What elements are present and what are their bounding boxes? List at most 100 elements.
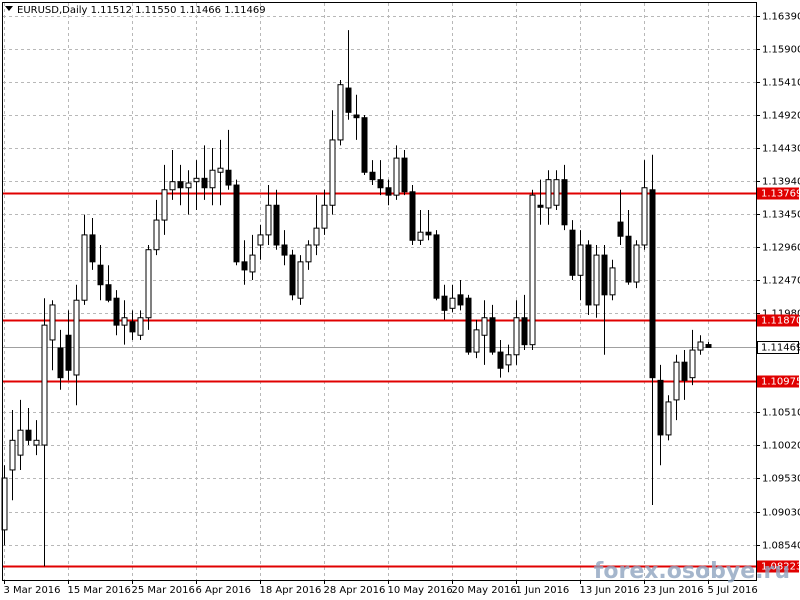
candle-body xyxy=(153,219,160,251)
level-label: 1.08223 xyxy=(761,562,800,573)
candle-body xyxy=(353,114,360,119)
candle-body xyxy=(377,179,384,189)
candle-body xyxy=(681,361,688,381)
y-tick-label: 1.10510 xyxy=(762,408,800,419)
candle-body xyxy=(65,334,72,371)
x-tick-label: 3 Mar 2016 xyxy=(4,585,61,596)
candle-body xyxy=(577,244,584,276)
candle-body xyxy=(57,347,64,379)
candle-body xyxy=(561,179,568,226)
candle-body xyxy=(105,284,112,301)
y-tick-label: 1.08540 xyxy=(762,541,800,552)
candle-body xyxy=(465,297,472,353)
candle-body xyxy=(521,317,528,346)
y-tick-label: 1.15410 xyxy=(762,78,800,89)
candle-body xyxy=(529,194,536,346)
candle-body xyxy=(273,204,280,246)
candle-body xyxy=(425,231,432,236)
candle-body xyxy=(89,234,96,263)
y-tick-label: 1.12960 xyxy=(762,243,800,254)
x-tick-label: 5 Jul 2016 xyxy=(708,585,758,596)
candle-body xyxy=(505,354,512,366)
x-tick-label: 25 Mar 2016 xyxy=(132,585,195,596)
candle-body xyxy=(609,267,616,296)
candle-body xyxy=(265,204,272,236)
candle-body xyxy=(497,351,504,369)
y-tick-label: 1.14920 xyxy=(762,111,800,122)
y-tick-label: 1.11980 xyxy=(762,309,800,320)
candle-body xyxy=(233,184,240,263)
candle-body xyxy=(97,264,104,286)
x-tick-label: 13 Jun 2016 xyxy=(580,585,640,596)
y-tick-label: 1.13940 xyxy=(762,177,800,188)
y-tick-label: 1.09030 xyxy=(762,508,800,519)
candle-body xyxy=(121,317,128,326)
candle-body xyxy=(257,234,264,246)
candle-body xyxy=(481,317,488,336)
candle-body xyxy=(185,182,192,189)
x-tick-label: 1 Jun 2016 xyxy=(516,585,570,596)
candle-body xyxy=(25,429,32,441)
candle-body xyxy=(369,171,376,181)
candle-body xyxy=(441,295,448,311)
candle-body xyxy=(313,227,320,246)
candles xyxy=(1,30,712,567)
candle-body xyxy=(657,379,664,436)
candle-body xyxy=(449,297,456,309)
candle-body xyxy=(305,244,312,263)
menu-arrow[interactable] xyxy=(5,6,13,11)
candle-body xyxy=(225,169,232,186)
y-tick-label: 1.13450 xyxy=(762,210,800,221)
y-tick-label: 1.12470 xyxy=(762,276,800,287)
level-label: 1.10975 xyxy=(761,377,800,388)
candle-body xyxy=(409,191,416,241)
last-price-box xyxy=(757,341,799,354)
candle-body xyxy=(393,157,400,196)
candle-body xyxy=(457,294,464,306)
candle-body xyxy=(289,254,296,296)
last-price-label: 1.11469 xyxy=(761,343,800,354)
candle-body xyxy=(513,317,520,356)
level-label: 1.11870 xyxy=(761,316,800,327)
candle-body xyxy=(9,439,16,471)
candle-body xyxy=(545,179,552,209)
level-label-box xyxy=(757,375,799,388)
candle-body xyxy=(113,297,120,326)
y-tick-label: 1.15900 xyxy=(762,45,800,56)
candle-body xyxy=(193,177,200,183)
candle-body xyxy=(361,117,368,173)
x-tick-label: 6 Apr 2016 xyxy=(196,585,251,596)
watermark: forex.osobye.ru xyxy=(594,559,790,584)
candle-body xyxy=(641,187,648,246)
candle-body xyxy=(201,177,208,189)
level-label: 1.13769 xyxy=(761,189,800,200)
candle-body xyxy=(345,87,352,113)
candle-body xyxy=(569,229,576,276)
candle-body xyxy=(41,324,48,446)
candle-body xyxy=(81,234,88,301)
candle-body xyxy=(601,254,608,296)
x-tick-label: 10 May 2016 xyxy=(388,585,453,596)
candle-body xyxy=(129,321,136,333)
grid xyxy=(3,3,756,580)
candle-body xyxy=(705,344,712,348)
candle-body xyxy=(137,317,144,336)
candle-body xyxy=(633,244,640,283)
candle-body xyxy=(281,244,288,256)
y-tick-label: 1.14430 xyxy=(762,144,800,155)
candle-body xyxy=(593,254,600,306)
candle-body xyxy=(209,169,216,189)
level-label-box xyxy=(757,560,799,573)
candle-body xyxy=(177,181,184,189)
candle-body xyxy=(649,189,656,379)
candle-body xyxy=(697,341,704,351)
candle-body xyxy=(169,181,176,191)
candle-body xyxy=(385,187,392,196)
candle-body xyxy=(217,167,224,173)
candle-body xyxy=(329,139,336,206)
level-label-box xyxy=(757,314,799,327)
candle-body xyxy=(17,429,24,456)
candle-body xyxy=(665,401,672,436)
